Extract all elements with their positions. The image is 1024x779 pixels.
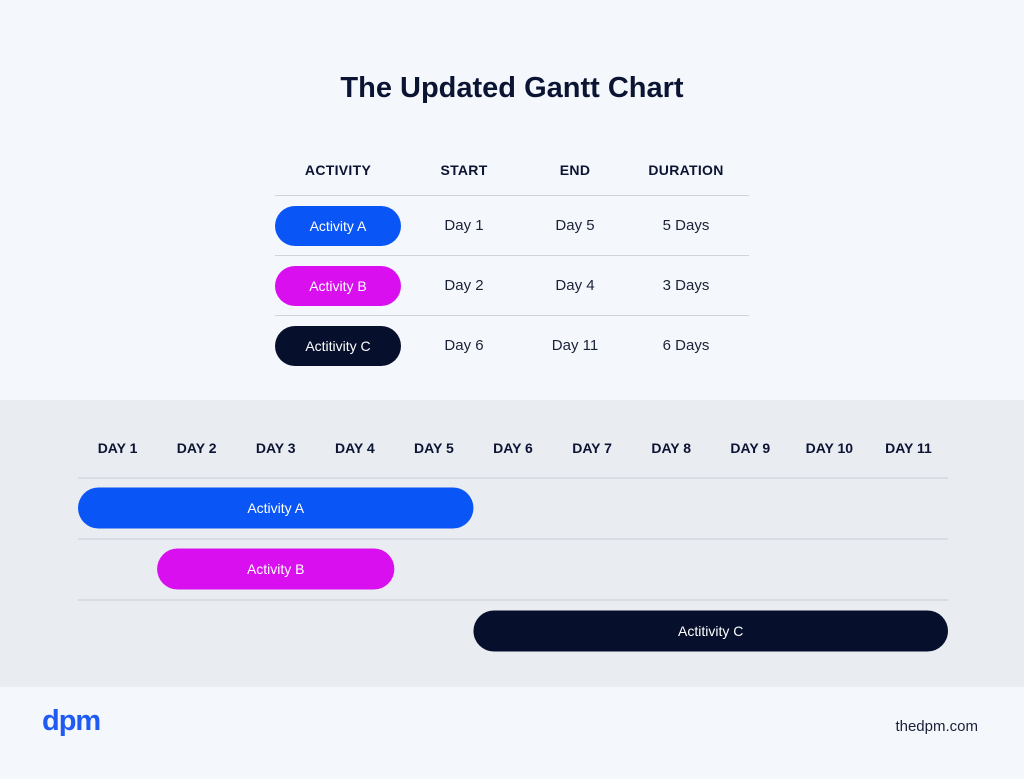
day-tick-label: DAY 3	[256, 440, 296, 456]
day-tick-label: DAY 11	[885, 440, 932, 456]
day-tick-label: DAY 8	[651, 440, 691, 456]
day-tick-label: DAY 9	[730, 440, 770, 456]
start-cell: Day 6	[444, 337, 484, 354]
day-tick-label: DAY 5	[414, 440, 454, 456]
gantt-band: DAY 1 DAY 2 DAY 3 DAY 4 DAY 5 DAY 6 DAY 7 DAY 8…	[0, 400, 1024, 687]
gantt-bar	[157, 548, 395, 590]
end-cell: Day 4	[555, 277, 595, 294]
day-tick-label: DAY 6	[493, 440, 533, 456]
day-tick-label: DAY 10	[806, 440, 854, 456]
end-cell: Day 11	[551, 337, 599, 354]
activity-pill: Actitivity C	[275, 325, 401, 366]
gantt-bar	[78, 487, 474, 529]
header-duration: DURATION	[648, 162, 724, 178]
day-tick-label: DAY 2	[177, 440, 217, 456]
table-row: Actitivity C Day 6 Day 11 6 Days	[275, 316, 749, 375]
header-end: END	[559, 162, 591, 178]
activity-pill: Activity B	[275, 265, 401, 306]
start-cell: Day 1	[444, 217, 484, 234]
end-cell: Day 5	[555, 217, 595, 234]
start-cell: Day 2	[444, 277, 484, 294]
table-row: Activity B Day 2 Day 4 3 Days	[275, 256, 749, 316]
gantt-bar-label: Actitivity C	[678, 623, 743, 639]
duration-cell: 5 Days	[662, 217, 710, 234]
site-url: thedpm.com	[895, 718, 978, 735]
day-tick-label: DAY 7	[572, 440, 612, 456]
gantt-bar-label: Activity A	[247, 500, 304, 516]
duration-cell: 6 Days	[662, 337, 710, 354]
gantt-bar-label: Activity B	[247, 561, 305, 577]
summary-header-row: ACTIVITY START END DURATION	[275, 145, 749, 196]
header-start: START	[440, 162, 488, 178]
chart-title: The Updated Gantt Chart	[340, 72, 684, 104]
day-tick-label: DAY 4	[335, 440, 375, 456]
gantt-chart: DAY 1 DAY 2 DAY 3 DAY 4 DAY 5 DAY 6 DAY 7 DAY 8…	[78, 440, 948, 652]
activity-pill: Activity A	[275, 205, 401, 246]
day-tick-label: DAY 1	[98, 440, 138, 456]
dpm-logo: dpm	[42, 705, 101, 737]
duration-cell: 3 Days	[662, 277, 710, 294]
gantt-bar	[473, 610, 948, 652]
table-row: Activity A Day 1 Day 5 5 Days	[275, 196, 749, 256]
summary-table: ACTIVITY START END DURATION Activity A D…	[275, 145, 749, 375]
header-activity: ACTIVITY	[304, 162, 372, 178]
